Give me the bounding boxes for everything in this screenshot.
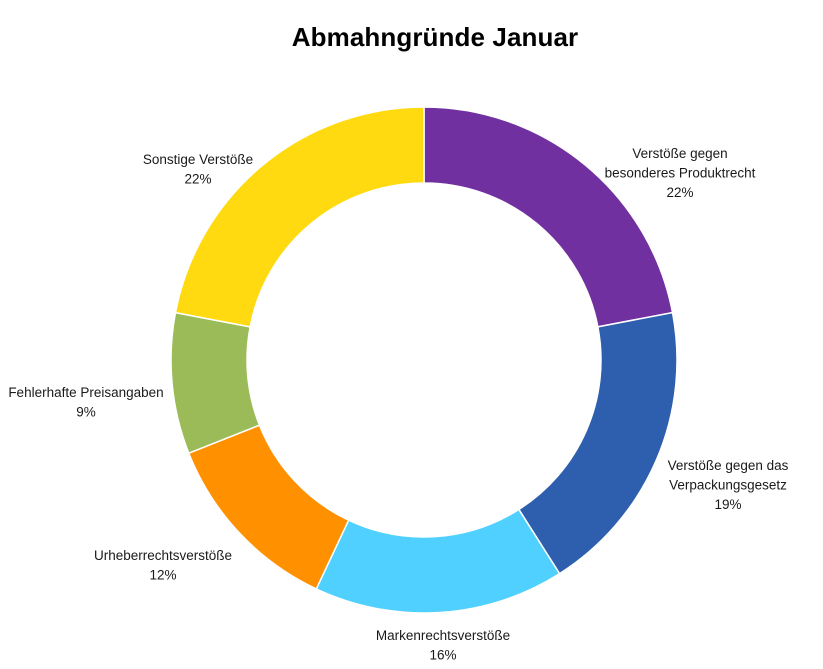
- slice-label: Sonstige Verstöße 22%: [143, 152, 253, 187]
- donut-slice: [423, 106, 674, 328]
- donut-slice: [187, 424, 350, 590]
- slice-label: Urheberrechtsverstöße 12%: [94, 548, 232, 583]
- slice-label: Verstöße gegen das Verpackungsgesetz 19%: [668, 458, 789, 512]
- slice-label: Fehlerhafte Preisangaben 9%: [8, 385, 163, 420]
- donut-slice: [315, 508, 561, 614]
- donut-slice: [517, 311, 678, 575]
- slice-label: Verstöße gegen besonderes Produktrecht 22%: [605, 146, 756, 200]
- chart-title: Abmahngründe Januar: [291, 22, 579, 52]
- slice-label: Markenrechtsverstöße 16%: [376, 628, 510, 663]
- donut-slice: [174, 106, 425, 328]
